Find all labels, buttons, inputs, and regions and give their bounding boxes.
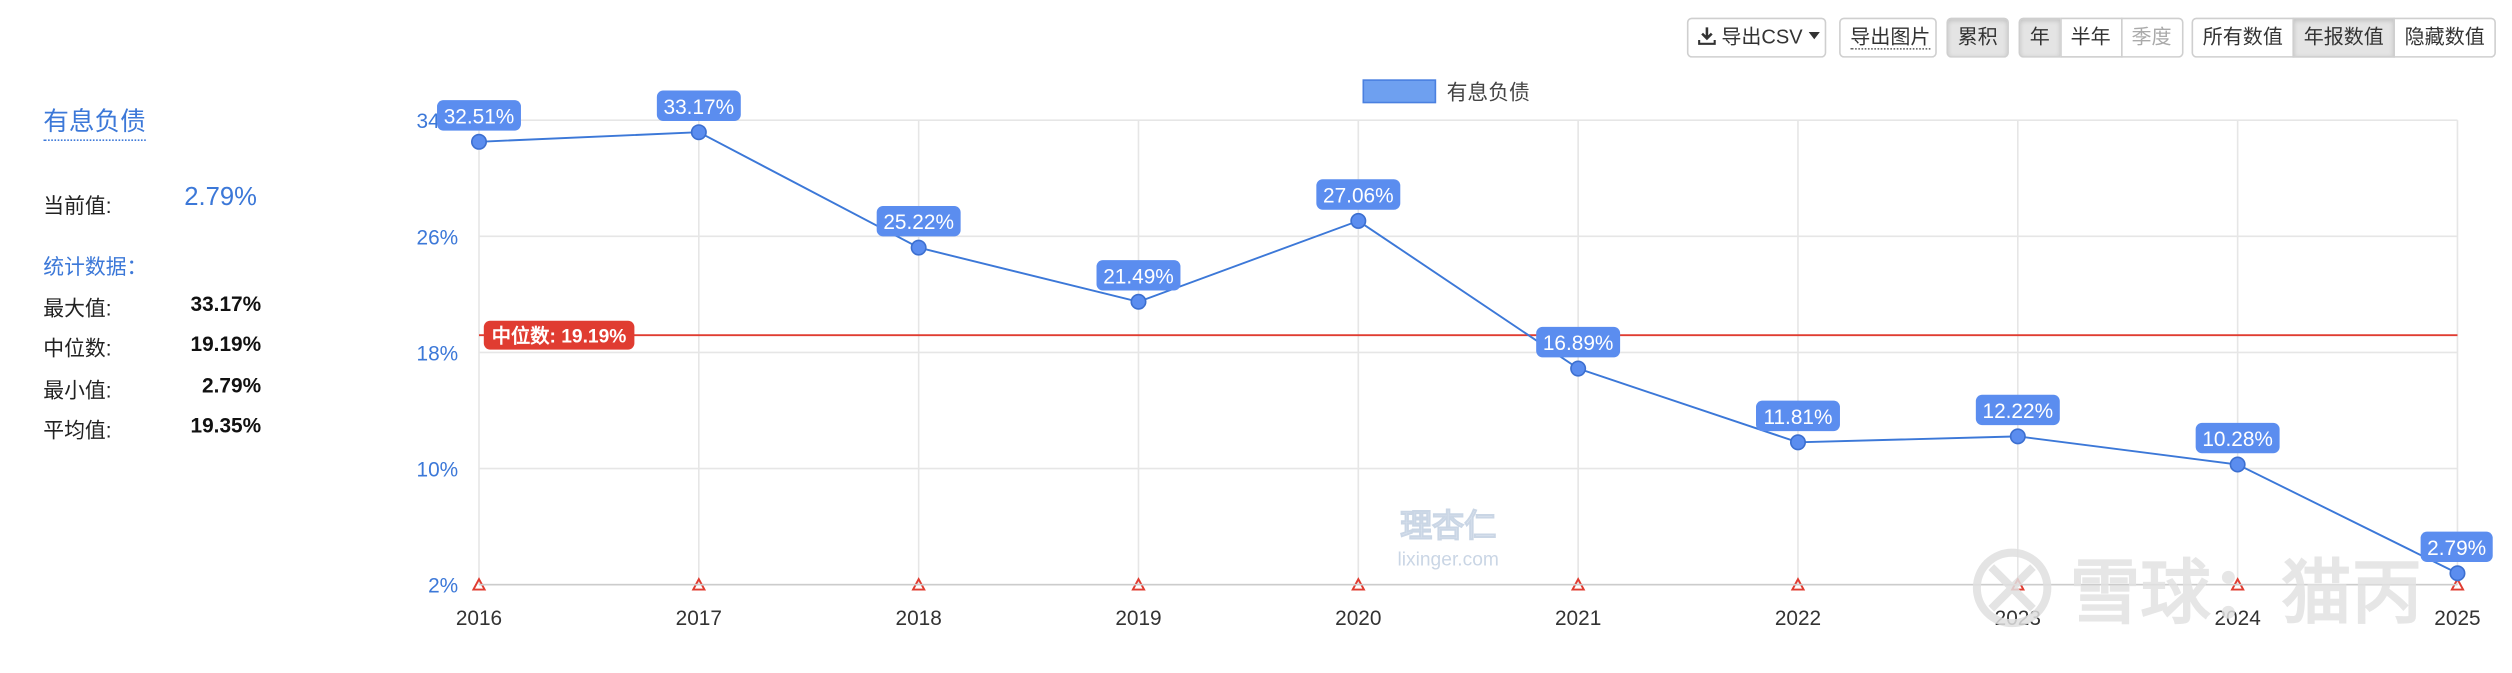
median-label-bg (483, 320, 635, 350)
median-line: 中位数: 19.19% (478, 320, 2458, 350)
y-tick-label: 10% (417, 459, 459, 482)
metric-title[interactable]: 有息负债 (43, 107, 146, 141)
data-label-bg (2420, 531, 2493, 563)
legend-swatch (1362, 79, 1437, 104)
y-tick-label: 18% (417, 342, 459, 365)
legend-label: 有息负债 (1447, 81, 1530, 104)
data-point[interactable] (2229, 456, 2246, 473)
stat-avg-label: 平均值: (43, 418, 112, 443)
data-label: 2.79% (2427, 537, 2486, 560)
y-axis: 34%26%18%10%2% (417, 110, 459, 598)
export-csv-label: 导出CSV (1721, 25, 1803, 49)
export-csv-button[interactable]: 导出CSV (1686, 17, 1827, 58)
data-label-bg (656, 90, 741, 121)
cumulative-toggle[interactable]: 累积 (1946, 17, 2009, 58)
data-point[interactable] (2009, 428, 2026, 445)
stats-heading: 统计数据： (43, 254, 148, 279)
stat-median-label: 中位数: (43, 336, 112, 361)
data-label-bg (437, 100, 521, 131)
xueqiu-logo-icon (1972, 548, 2052, 628)
y-tick-label: 2% (428, 575, 458, 598)
period-selector: 年 半年 季度 (2018, 17, 2183, 58)
annual-values-button[interactable]: 年报数值 (2292, 17, 2396, 58)
data-point[interactable] (690, 124, 707, 141)
series-path (478, 131, 2458, 575)
data-point[interactable] (1570, 360, 1587, 377)
median-label: 中位数: 19.19% (492, 324, 627, 347)
data-point[interactable] (1130, 293, 1147, 310)
data-point[interactable] (1789, 434, 1806, 451)
value-selector: 所有数值 年报数值 隐藏数值 (2191, 17, 2496, 58)
stat-max-label: 最大值: (43, 296, 112, 321)
period-year-label: 年 (2029, 25, 2050, 49)
watermark-center-url: lixinger.com (1397, 550, 1498, 571)
stat-median-value: 19.19% (190, 331, 262, 356)
data-label: 33.17% (664, 96, 735, 119)
data-label: 27.06% (1323, 184, 1394, 207)
y-tick-label: 26% (417, 226, 459, 249)
x-tick-label: 2019 (1115, 607, 1161, 630)
export-image-label: 导出图片 (1850, 25, 1931, 50)
data-label: 10.28% (2202, 428, 2273, 451)
stat-avg-value: 19.35% (190, 413, 262, 438)
all-values-button[interactable]: 所有数值 (2191, 17, 2295, 58)
data-label: 21.49% (1103, 265, 1174, 288)
data-point[interactable] (1350, 212, 1367, 229)
x-tick-label: 2017 (676, 607, 722, 630)
stat-max-value: 33.17% (190, 291, 262, 316)
x-tick-label: 2021 (1555, 607, 1601, 630)
x-axis: 2016 2017 2018 2019 2020 2021 2022 2023 2024 2025 (456, 577, 2481, 630)
x-tick-label: 2024 (2214, 607, 2260, 630)
data-label-bg (1316, 179, 1401, 210)
x-tick-label: 2016 (456, 607, 502, 630)
data-labels: 32.51% 33.17% 25.22% 21.49% 27.06% 16.89% 11.8… (437, 90, 2493, 563)
x-tick-label: 2025 (2434, 607, 2480, 630)
period-year-button[interactable]: 年 (2018, 17, 2061, 58)
data-label-bg (1096, 260, 1181, 291)
data-point[interactable] (470, 133, 488, 150)
data-label-bg (876, 205, 961, 237)
data-point[interactable] (2449, 565, 2466, 582)
xueqiu-logo-cross (1988, 564, 2036, 612)
data-label: 25.22% (883, 211, 954, 234)
x-tick-label: 2020 (1335, 607, 1381, 630)
hide-values-button[interactable]: 隐藏数值 (2393, 17, 2496, 58)
data-point[interactable] (910, 239, 927, 256)
current-value: 2.79% (184, 184, 257, 212)
xueqiu-watermark: 雪球：猫丙 (1972, 548, 2422, 632)
caret-down-icon (1808, 32, 1820, 40)
hide-values-label: 隐藏数值 (2404, 25, 2485, 49)
stat-min-label: 最小值: (43, 378, 112, 403)
period-quarter-label: 季度 (2131, 25, 2172, 49)
download-icon (1697, 27, 1717, 46)
x-tick-label: 2018 (896, 607, 942, 630)
series-line (470, 124, 2466, 582)
current-value-label: 当前值: (43, 193, 112, 218)
data-label-bg (1536, 326, 1621, 358)
stat-min-value: 2.79% (202, 373, 262, 398)
data-label-bg (2195, 422, 2280, 454)
annual-values-label: 年报数值 (2303, 25, 2384, 49)
period-half-year-button[interactable]: 半年 (2059, 17, 2122, 58)
watermark-corner-text: 雪球：猫丙 (2070, 553, 2422, 632)
cumulative-label: 累积 (1957, 25, 1998, 49)
lixinger-watermark: 理杏仁 lixinger.com (1397, 507, 1498, 571)
period-quarter-button[interactable]: 季度 (2120, 17, 2183, 58)
watermark-center-text: 理杏仁 (1400, 508, 1496, 544)
all-values-label: 所有数值 (2202, 25, 2283, 49)
data-label: 12.22% (1983, 400, 2054, 423)
data-label-bg (1756, 400, 1840, 432)
x-tick-label: 2022 (1775, 607, 1821, 630)
data-label-bg (1975, 394, 2060, 426)
legend[interactable]: 有息负债 (1362, 79, 1530, 104)
export-image-button[interactable]: 导出图片 (1839, 17, 1937, 58)
data-label: 11.81% (1763, 406, 1832, 429)
data-label: 16.89% (1543, 332, 1614, 355)
data-label: 32.51% (444, 105, 515, 128)
period-half-year-label: 半年 (2070, 25, 2111, 49)
